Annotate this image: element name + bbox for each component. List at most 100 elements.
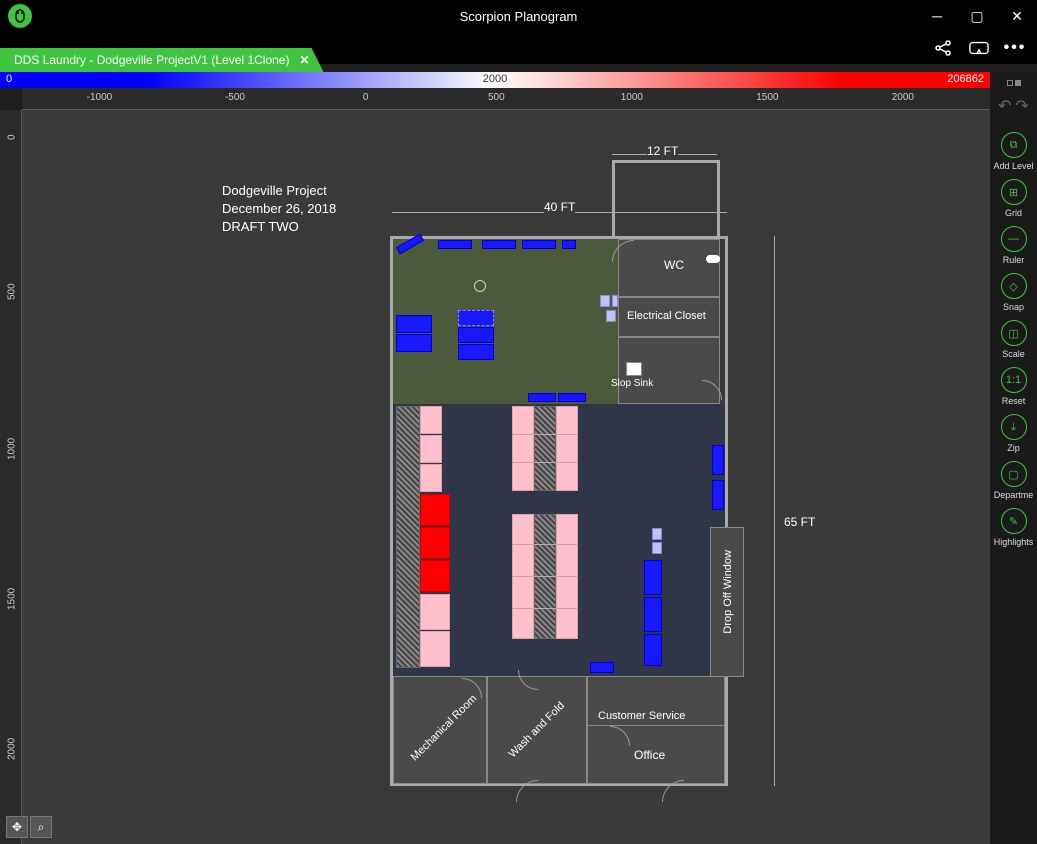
ruler-tick: 1500 xyxy=(756,92,778,103)
maximize-button[interactable]: ▢ xyxy=(957,0,997,32)
project-tab[interactable]: DDS Laundry - Dodgeville ProjectV1 (Leve… xyxy=(0,48,324,72)
ruler-vertical: 0500100015002000 xyxy=(0,110,22,844)
fixture-blue-r3[interactable] xyxy=(644,560,662,595)
tool-icon: ✎ xyxy=(1001,508,1027,534)
fixture-red-2[interactable] xyxy=(420,527,450,559)
fixture-blue-7[interactable] xyxy=(396,334,432,352)
label-electrical: Electrical Closet xyxy=(627,310,706,322)
fixture-pink-c2[interactable] xyxy=(556,406,578,491)
tool-label: Snap xyxy=(1003,302,1024,312)
fixture-blue-r2[interactable] xyxy=(712,480,724,510)
tool-icon: ◇ xyxy=(1001,273,1027,299)
room-filler xyxy=(618,404,666,405)
label-office: Office xyxy=(634,748,665,762)
plan-date: December 26, 2018 xyxy=(222,200,336,218)
divider xyxy=(512,462,578,463)
fixture-blue-3[interactable] xyxy=(482,240,516,249)
close-button[interactable]: ✕ xyxy=(997,0,1037,32)
fixture-blue-8[interactable] xyxy=(458,310,494,326)
fixture-lav-1b[interactable] xyxy=(612,295,618,307)
fixture-blue-11[interactable] xyxy=(528,393,556,402)
tool-icon: ▢ xyxy=(1001,461,1027,487)
fixture-blue-2[interactable] xyxy=(438,240,472,249)
fixture-blue-10[interactable] xyxy=(458,344,494,360)
building-extension xyxy=(612,160,720,242)
fixture-pink-c1[interactable] xyxy=(512,406,534,491)
fixture-pink-1[interactable] xyxy=(420,406,442,434)
fixture-pink-5[interactable] xyxy=(420,631,450,667)
tool-icon: — xyxy=(1001,226,1027,252)
tool-label: Highlights xyxy=(994,537,1034,547)
ruler-horizontal: -1000-5000500100015002000 xyxy=(22,88,990,110)
undo-icon[interactable]: ↶ xyxy=(998,96,1011,116)
fixture-blue-b1[interactable] xyxy=(590,662,614,673)
fixture-blue-5[interactable] xyxy=(562,240,576,249)
tool-ruler[interactable]: — Ruler xyxy=(993,222,1033,269)
dim-line-right xyxy=(774,236,775,786)
divider xyxy=(512,544,578,545)
gradient-max: 206862 xyxy=(947,73,984,85)
canvas-controls: ✥ ⌕ xyxy=(6,816,52,838)
tool-scale[interactable]: ◫Scale xyxy=(993,316,1033,363)
undo-redo: ↶ ↷ xyxy=(998,96,1029,116)
ruler-tick: 1000 xyxy=(621,92,643,103)
label-cs: Customer Service xyxy=(598,710,685,722)
zoom-button[interactable]: ⌕ xyxy=(30,816,52,838)
door-ext-1 xyxy=(516,780,560,824)
fixture-sink xyxy=(626,362,642,376)
ruler-tick: 500 xyxy=(488,92,505,103)
pan-button[interactable]: ✥ xyxy=(6,816,28,838)
tool-label: Ruler xyxy=(1003,255,1025,265)
fixture-blue-9[interactable] xyxy=(458,327,494,343)
fixture-lav-1[interactable] xyxy=(600,295,610,307)
vr-icon[interactable] xyxy=(969,38,989,58)
fixture-lav-3[interactable] xyxy=(652,528,662,540)
ruler-tick: 2000 xyxy=(7,738,18,760)
share-icon[interactable] xyxy=(933,38,953,58)
fixture-toilet xyxy=(706,255,720,263)
tool-reset[interactable]: 1:1Reset xyxy=(993,363,1033,410)
more-icon[interactable]: ••• xyxy=(1005,38,1025,58)
fixture-pink-4[interactable] xyxy=(420,594,450,630)
canvas[interactable]: Dodgeville Project December 26, 2018 DRA… xyxy=(22,110,990,844)
fixture-blue-r5[interactable] xyxy=(644,634,662,666)
redo-icon[interactable]: ↷ xyxy=(1016,96,1029,116)
divider xyxy=(512,576,578,577)
tool-departme[interactable]: ▢ Departme xyxy=(993,457,1033,504)
fixture-pattern-c1[interactable] xyxy=(534,406,556,491)
label-dropoff: Drop Off Window xyxy=(722,550,734,634)
fixture-lav-4[interactable] xyxy=(652,542,662,554)
fixture-pattern-left[interactable] xyxy=(396,406,420,668)
fixture-blue-4[interactable] xyxy=(522,240,556,249)
project-tab-label: DDS Laundry - Dodgeville ProjectV1 (Leve… xyxy=(14,53,289,67)
toolbar-toggle[interactable] xyxy=(1007,80,1021,86)
tool-label: Zip xyxy=(1007,443,1020,453)
fixture-blue-r1[interactable] xyxy=(712,445,724,475)
tool-snap[interactable]: ◇ Snap xyxy=(993,269,1033,316)
tool-zip[interactable]: ⤓Zip xyxy=(993,410,1033,457)
fixture-blue-r4[interactable] xyxy=(644,597,662,632)
fixture-pink-3[interactable] xyxy=(420,464,442,492)
tool-add-level[interactable]: ⧉Add Level xyxy=(993,128,1033,175)
titlebar: Scorpion Planogram ─ ▢ ✕ xyxy=(0,0,1037,32)
fixture-blue-12[interactable] xyxy=(558,393,586,402)
tool-highlights[interactable]: ✎ Highlights xyxy=(993,504,1033,551)
fixture-red-1[interactable] xyxy=(420,494,450,526)
window-title: Scorpion Planogram xyxy=(460,9,578,24)
tool-icon: ⊞ xyxy=(1001,179,1027,205)
app-logo xyxy=(8,4,32,28)
fixture-lav-2[interactable] xyxy=(606,310,616,322)
minimize-button[interactable]: ─ xyxy=(917,0,957,32)
fixture-blue-6[interactable] xyxy=(396,315,432,333)
dim-right: 65 FT xyxy=(784,515,815,529)
tool-grid[interactable]: ⊞Grid xyxy=(993,175,1033,222)
tool-label: Departme xyxy=(994,490,1034,500)
plan-info: Dodgeville Project December 26, 2018 DRA… xyxy=(222,182,336,237)
fixture-red-3[interactable] xyxy=(420,560,450,592)
project-tab-close[interactable]: ✕ xyxy=(299,53,309,67)
fixture-pink-2[interactable] xyxy=(420,435,442,463)
gradient-min: 0 xyxy=(6,73,12,85)
tool-icon: ◫ xyxy=(1001,320,1027,346)
right-toolbar: ↶ ↷ ⧉Add Level⊞Grid — Ruler ◇ Snap ◫Scale1:1R… xyxy=(990,72,1037,844)
dim-top-small: 12 FT xyxy=(647,144,678,158)
